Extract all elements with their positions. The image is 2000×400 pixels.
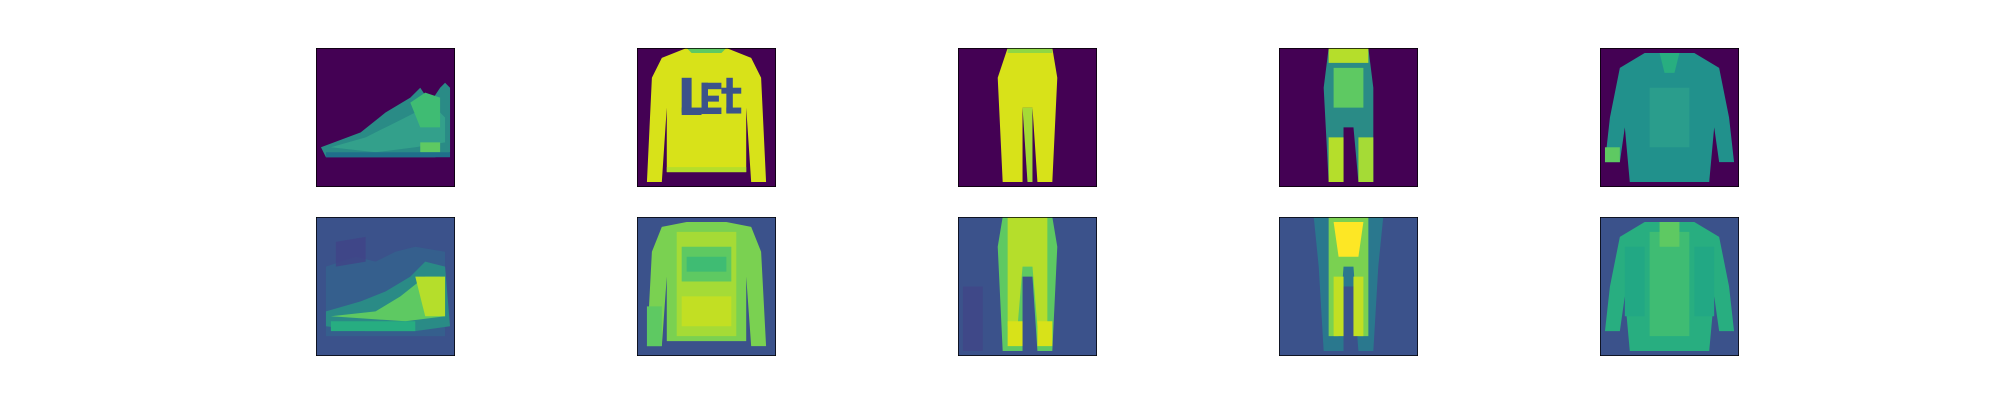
panel-frame <box>637 217 776 356</box>
panel-frame <box>958 217 1097 356</box>
reconstructed-image-trouser <box>958 217 1097 356</box>
original-image-trouser <box>958 48 1097 187</box>
original-image-trouser-2 <box>1279 48 1418 187</box>
panel-frame <box>1600 217 1739 356</box>
reconstructed-image-shirt <box>1600 217 1739 356</box>
panel-frame <box>1279 48 1418 187</box>
reconstructed-image-pullover <box>637 217 776 356</box>
original-image-shirt <box>1600 48 1739 187</box>
panel-frame <box>316 48 455 187</box>
panel-frame <box>1279 217 1418 356</box>
panel-frame <box>958 48 1097 187</box>
panel-frame <box>316 217 455 356</box>
panel-frame <box>637 48 776 187</box>
reconstructed-image-ankle-boot <box>316 217 455 356</box>
panel-frame <box>1600 48 1739 187</box>
reconstructed-image-trouser-2 <box>1279 217 1418 356</box>
original-image-pullover <box>637 48 776 187</box>
original-image-ankle-boot <box>316 48 455 187</box>
